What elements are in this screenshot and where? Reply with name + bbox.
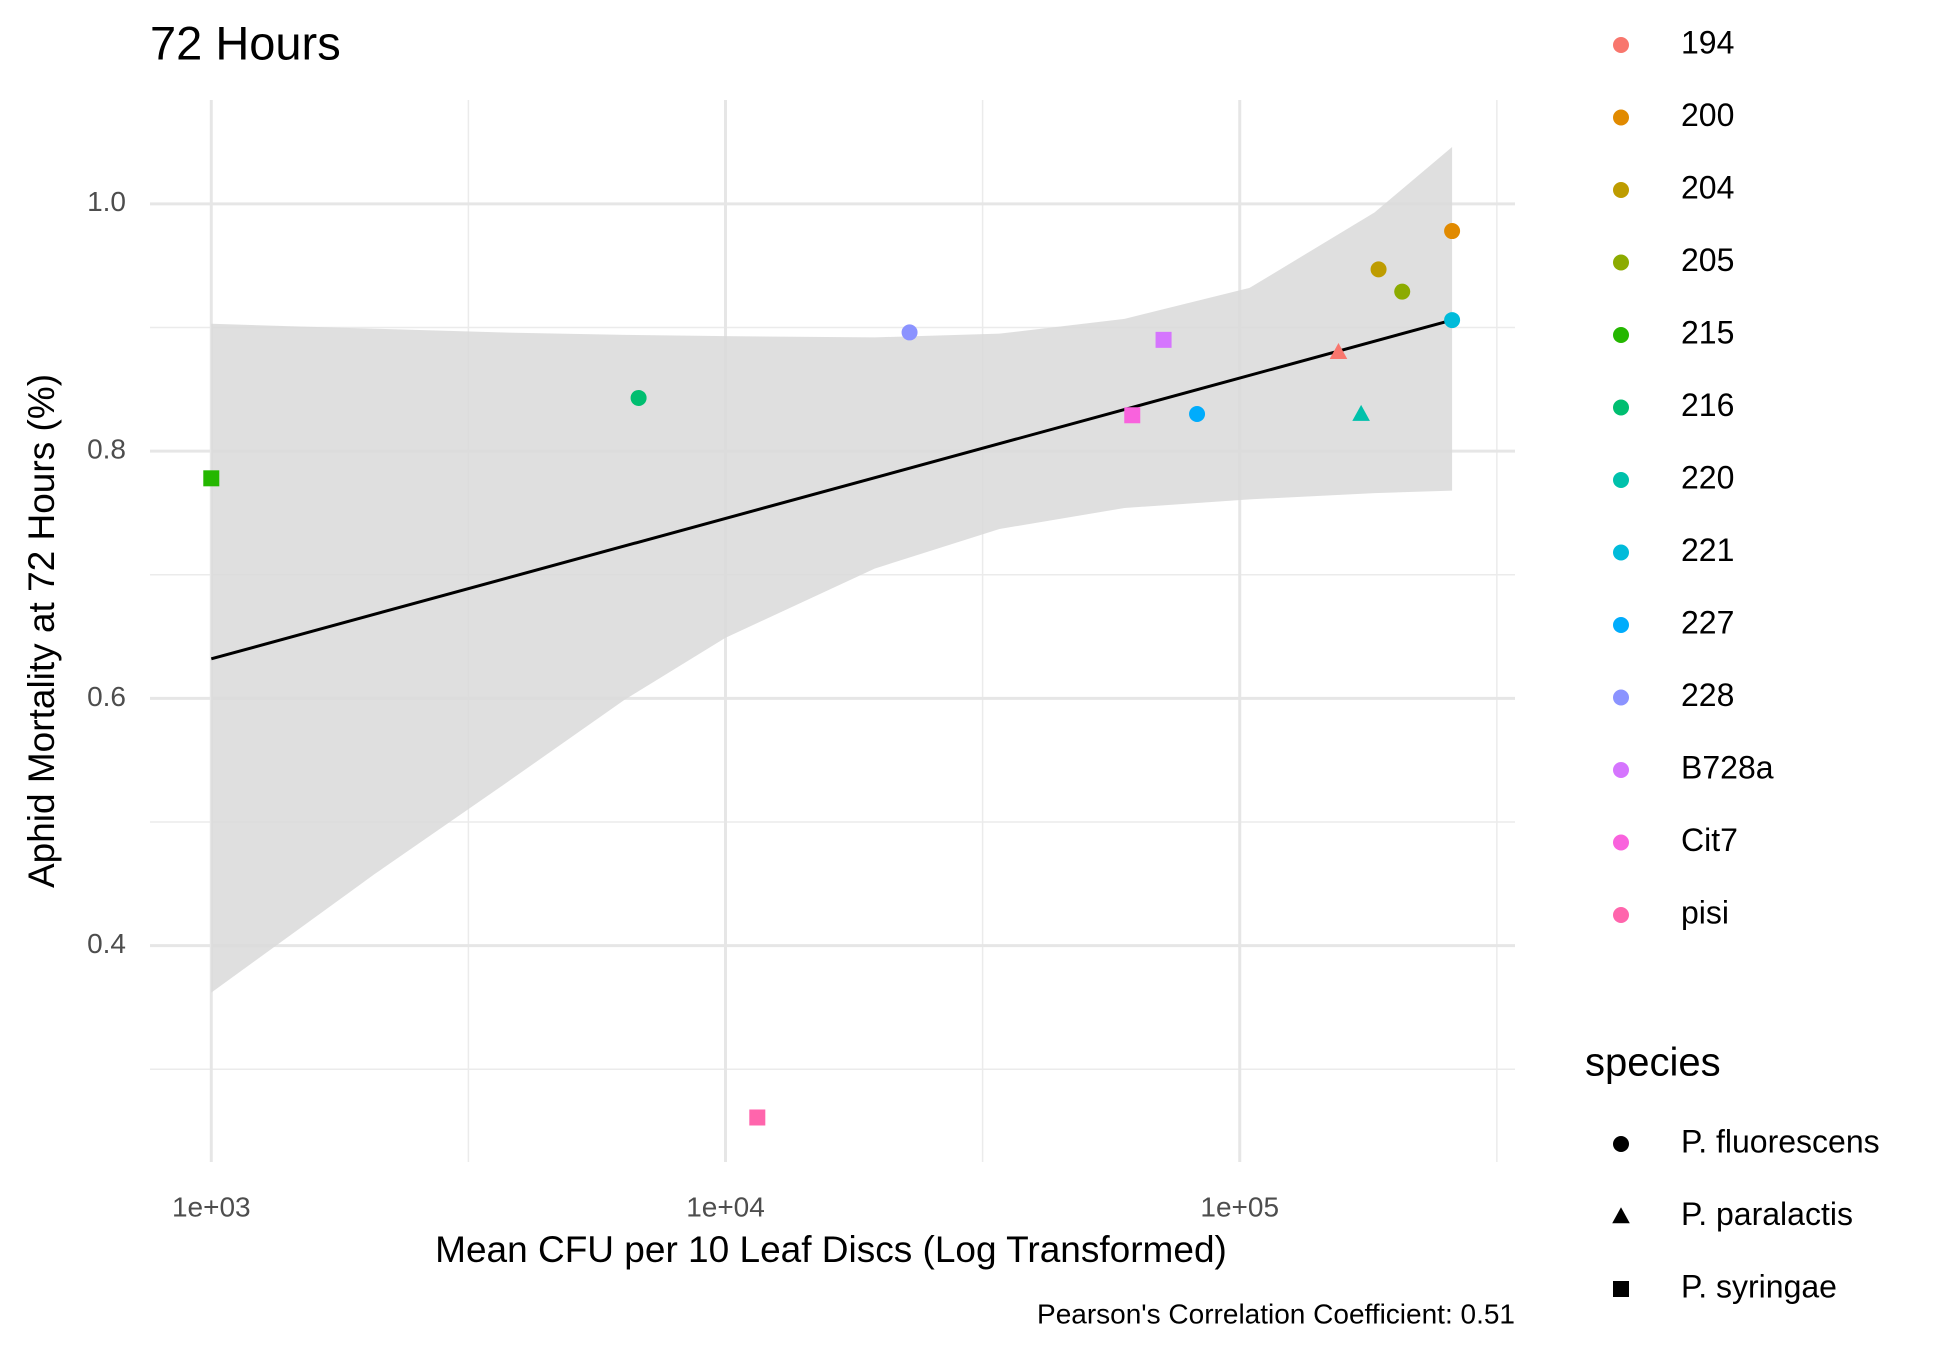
- caption: Pearson's Correlation Coefficient: 0.51: [1037, 1298, 1515, 1329]
- legend-label: 220: [1681, 459, 1734, 495]
- legend-label: P. paralactis: [1681, 1196, 1853, 1232]
- legend-label: P. fluorescens: [1681, 1123, 1880, 1159]
- legend-label: 204: [1681, 169, 1734, 205]
- legend-key: [1613, 1281, 1629, 1297]
- legend-label: B728a: [1681, 749, 1774, 785]
- y-axis-title: Aphid Mortality at 72 Hours (%): [21, 374, 62, 888]
- legend-label: 194: [1681, 24, 1734, 60]
- legend-key: [1613, 907, 1629, 923]
- legend-key: [1613, 182, 1629, 198]
- y-tick-label: 0.6: [87, 681, 126, 712]
- legend-key: [1613, 544, 1629, 561]
- point: [1155, 331, 1172, 348]
- x-axis-title: Mean CFU per 10 Leaf Discs (Log Transfor…: [435, 1229, 1227, 1270]
- legend-key: [1613, 762, 1629, 778]
- legend-key: [1613, 109, 1629, 126]
- point: [1370, 261, 1387, 278]
- x-tick-label: 1e+05: [1200, 1191, 1279, 1222]
- x-tick-label: 1e+03: [172, 1191, 251, 1222]
- legend-key: [1613, 327, 1629, 343]
- point: [1189, 406, 1206, 423]
- legend-key: [1613, 689, 1629, 706]
- legend-label: 216: [1681, 387, 1734, 423]
- legend-label: 205: [1681, 242, 1734, 278]
- legend-label: Cit7: [1681, 822, 1738, 858]
- y-tick-label: 0.4: [87, 928, 126, 959]
- legend-title: species: [1585, 1041, 1721, 1085]
- point: [1444, 223, 1461, 240]
- legend-key: [1613, 399, 1629, 416]
- point: [1352, 404, 1370, 421]
- legend-label: 221: [1681, 532, 1734, 568]
- point: [203, 470, 220, 487]
- point: [901, 324, 918, 341]
- legend-key: [1613, 37, 1629, 53]
- legend-label: 228: [1681, 677, 1734, 713]
- point: [749, 1109, 766, 1126]
- point: [1394, 283, 1411, 300]
- y-tick-label: 0.8: [87, 434, 126, 465]
- legend-key: [1613, 254, 1629, 271]
- legend-key: [1613, 1136, 1629, 1152]
- y-tick-label: 1.0: [87, 186, 126, 217]
- point: [1124, 407, 1141, 424]
- point: [630, 389, 647, 406]
- point: [1444, 312, 1461, 329]
- chart-title: 72 Hours: [150, 16, 341, 69]
- fit-line: [210, 318, 1453, 661]
- legend-key: [1613, 617, 1629, 633]
- legend-label: 227: [1681, 604, 1734, 640]
- legend-key: [1613, 834, 1629, 851]
- legend-key: [1612, 1207, 1630, 1224]
- legend-label: pisi: [1681, 894, 1729, 930]
- legend-key: [1613, 472, 1629, 488]
- legend-label: 215: [1681, 314, 1734, 350]
- legend-label: P. syringae: [1681, 1268, 1837, 1304]
- confidence-band: [211, 146, 1453, 993]
- point: [1329, 343, 1348, 360]
- legend-label: 200: [1681, 97, 1734, 133]
- x-tick-label: 1e+04: [686, 1191, 765, 1222]
